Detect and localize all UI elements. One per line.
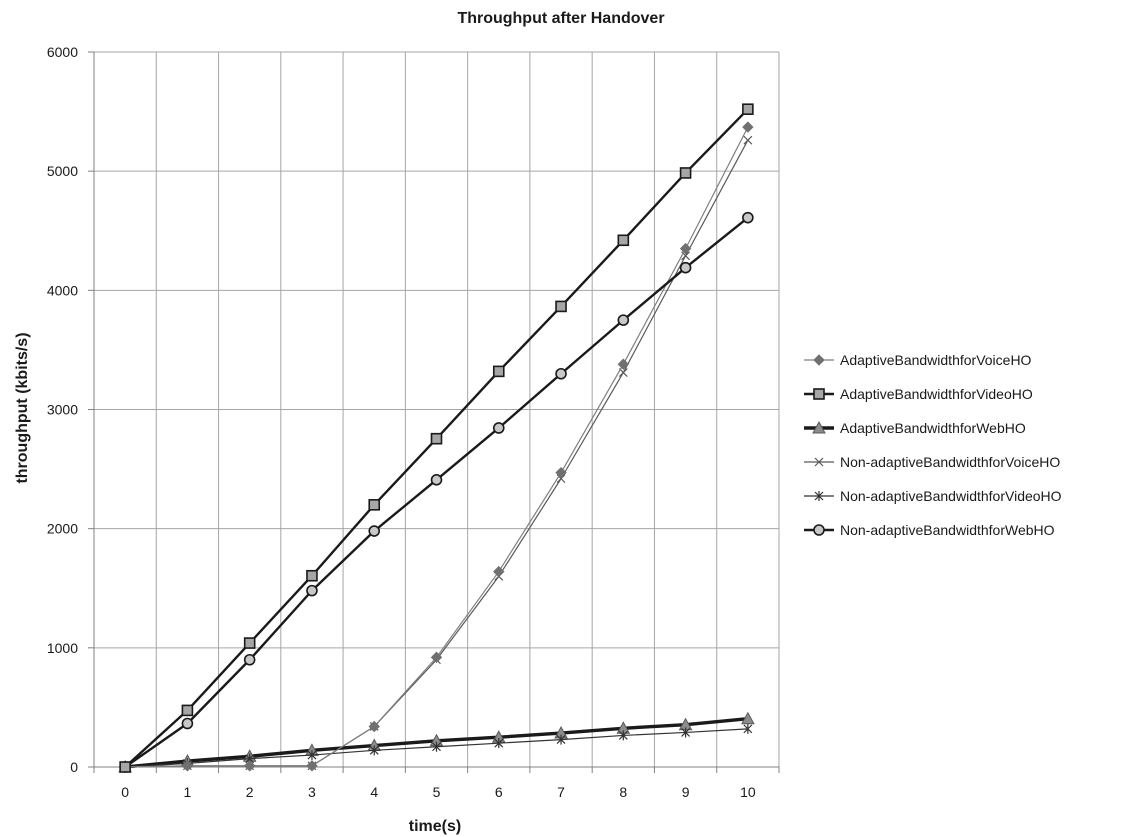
legend-label: Non-adaptiveBandwidthforVoiceHO <box>840 454 1060 470</box>
data-point-square <box>679 167 692 179</box>
data-point-star <box>494 738 504 749</box>
series-1 <box>119 121 754 773</box>
legend-item: Non-adaptiveBandwidthforVideoHO <box>804 488 1062 504</box>
x-tick-label: 3 <box>308 784 316 800</box>
data-point-circle <box>617 314 630 326</box>
y-tick-label: 4000 <box>47 282 78 298</box>
data-point-square <box>492 365 505 378</box>
y-axis-label: throughput (kbits/s) <box>14 332 31 483</box>
data-point-star <box>743 723 753 734</box>
data-point-diamond <box>430 651 443 664</box>
x-tick-label: 0 <box>121 784 129 800</box>
y-ticks: 0 1000 2000 3000 4000 5000 6000 <box>47 44 94 775</box>
data-point-diamond <box>306 760 318 772</box>
data-point-diamond <box>679 242 692 255</box>
data-point-diamond <box>493 565 505 578</box>
data-point-triangle <box>812 420 826 434</box>
y-tick-label: 1000 <box>47 640 78 656</box>
data-point-diamond <box>243 760 256 772</box>
data-point-diamond <box>555 466 567 479</box>
legend-label: AdaptiveBandwidthforWebHO <box>840 420 1026 436</box>
data-point-diamond <box>742 121 754 133</box>
data-point-star <box>307 750 317 761</box>
data-point-circle <box>368 525 381 537</box>
x-tick-label: 10 <box>740 784 756 800</box>
legend-label: AdaptiveBandwidthforVoiceHO <box>840 352 1032 368</box>
y-tick-label: 3000 <box>47 402 78 418</box>
data-point-star <box>556 734 566 745</box>
data-point-triangle <box>741 711 755 725</box>
legend-label: Non-adaptiveBandwidthforVideoHO <box>840 488 1062 504</box>
x-tick-label: 7 <box>557 784 565 800</box>
series-2 <box>119 103 754 773</box>
legend-item: AdaptiveBandwidthforWebHO <box>804 420 1026 436</box>
data-point-circle <box>430 474 443 486</box>
data-point-square <box>181 704 194 717</box>
x-axis-label: time(s) <box>409 818 461 835</box>
data-point-circle <box>181 717 194 730</box>
x-tick-label: 8 <box>619 784 627 800</box>
series-5 <box>120 723 753 772</box>
data-point-square <box>119 761 131 773</box>
data-point-star <box>369 745 379 756</box>
x-tick-label: 9 <box>682 784 690 800</box>
data-point-square <box>243 637 256 649</box>
data-point-diamond <box>813 354 825 366</box>
data-point-circle <box>306 584 318 597</box>
x-tick-label: 2 <box>246 784 254 800</box>
x-tick-label: 4 <box>370 784 378 800</box>
data-point-circle <box>742 211 754 224</box>
legend-label: AdaptiveBandwidthforVideoHO <box>840 386 1033 402</box>
data-point-x <box>814 457 824 467</box>
x-tick-label: 6 <box>495 784 503 800</box>
data-point-square <box>555 300 567 313</box>
data-point-star <box>618 730 628 741</box>
series-layer <box>118 103 755 773</box>
x-ticks: 0 1 2 3 4 5 6 7 8 9 10 <box>93 767 780 800</box>
data-point-square <box>368 499 381 511</box>
data-point-square <box>813 388 825 400</box>
y-tick-label: 2000 <box>47 521 78 537</box>
y-tick-label: 0 <box>70 759 78 775</box>
data-point-square <box>430 432 443 445</box>
data-point-circle <box>492 422 505 434</box>
legend-item: Non-adaptiveBandwidthforVoiceHO <box>804 454 1060 470</box>
chart-title: Throughput after Handover <box>457 10 664 27</box>
series-6 <box>119 211 754 773</box>
y-tick-label: 6000 <box>47 44 78 60</box>
data-point-square <box>742 103 754 115</box>
legend: AdaptiveBandwidthforVoiceHO AdaptiveBandw… <box>804 352 1062 538</box>
data-point-circle <box>813 524 825 536</box>
x-tick-label: 1 <box>184 784 192 800</box>
data-point-star <box>681 727 691 738</box>
legend-item: AdaptiveBandwidthforVideoHO <box>804 386 1033 402</box>
legend-label: Non-adaptiveBandwidthforWebHO <box>840 522 1055 538</box>
data-point-x <box>743 135 753 145</box>
data-point-star <box>432 741 441 752</box>
data-point-square <box>306 569 318 582</box>
data-point-star <box>814 491 824 501</box>
data-point-circle <box>555 367 567 380</box>
legend-item: Non-adaptiveBandwidthforWebHO <box>804 522 1055 538</box>
data-point-circle <box>679 261 692 274</box>
y-tick-label: 5000 <box>47 163 78 179</box>
data-point-diamond <box>181 760 194 772</box>
data-point-diamond <box>368 720 380 733</box>
data-point-square <box>617 234 630 247</box>
data-point-diamond <box>617 358 630 370</box>
legend-item: AdaptiveBandwidthforVoiceHO <box>804 352 1032 368</box>
x-tick-label: 5 <box>433 784 441 800</box>
series-4 <box>120 135 753 772</box>
data-point-circle <box>243 653 256 666</box>
